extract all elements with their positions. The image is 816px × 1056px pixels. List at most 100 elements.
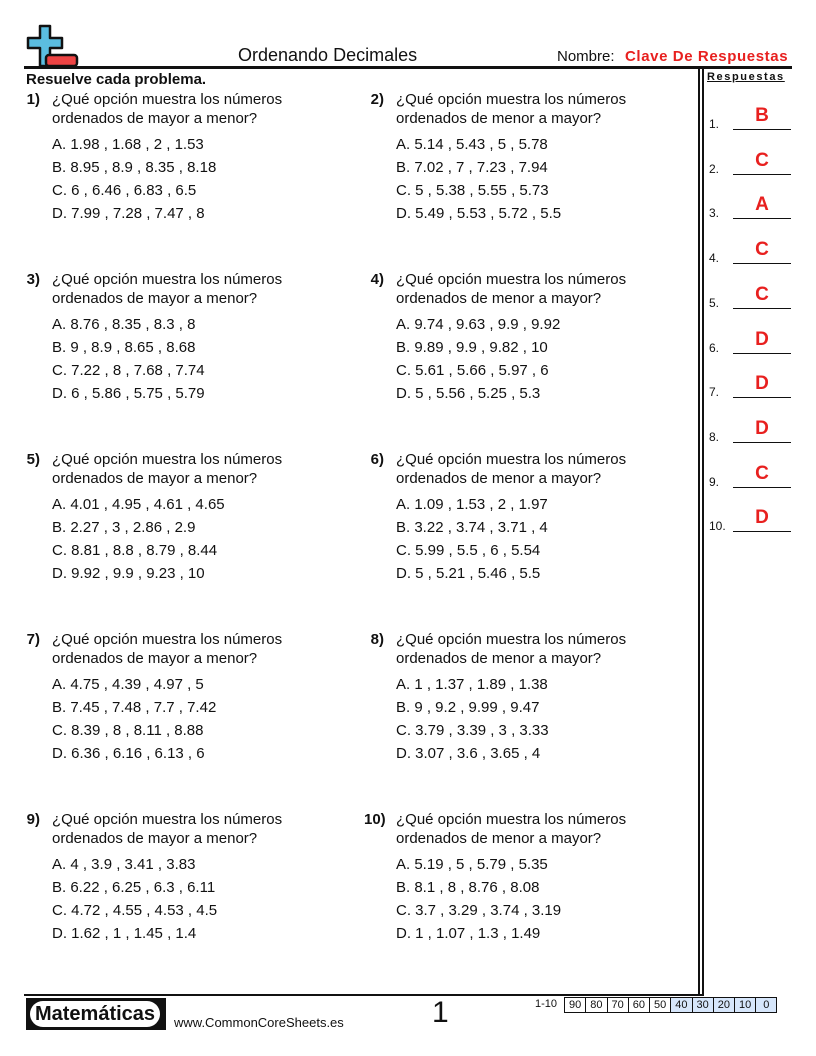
name-value: Clave De Respuestas xyxy=(625,48,789,65)
answer-line xyxy=(733,263,791,265)
question-text: ¿Qué opción muestra los números xyxy=(396,271,627,288)
score-cell: 20 xyxy=(713,998,735,1012)
answer-option: B. 9 , 9.2 , 9.99 , 9.47 xyxy=(396,699,540,716)
answer-option: C. 8.81 , 8.8 , 8.79 , 8.44 xyxy=(52,542,218,559)
score-cell: 80 xyxy=(586,998,608,1012)
question-text: ordenados de mayor a menor? xyxy=(52,110,258,127)
question-text: ¿Qué opción muestra los números xyxy=(52,91,283,108)
score-table: 90 80 70 60 50 40 30 20 10 0 xyxy=(564,997,778,1013)
worksheet-title: Ordenando Decimales xyxy=(238,45,418,65)
answer-value: D xyxy=(755,507,769,529)
answer-number: 5. xyxy=(709,295,720,310)
answer-option: D. 7.99 , 7.28 , 7.47 , 8 xyxy=(52,205,205,222)
answer-option: C. 8.39 , 8 , 8.11 , 8.88 xyxy=(52,722,204,739)
footer-divider xyxy=(24,994,704,996)
question-text: ¿Qué opción muestra los números xyxy=(396,451,627,468)
answer-line xyxy=(733,441,791,443)
score-cell: 90 xyxy=(565,998,587,1012)
answer-option: D. 9.92 , 9.9 , 9.23 , 10 xyxy=(52,565,205,582)
score-cell: 10 xyxy=(735,998,757,1012)
answer-option: C. 7.22 , 8 , 7.68 , 7.74 xyxy=(52,362,205,379)
answer-number: 4. xyxy=(709,251,720,266)
header-divider xyxy=(24,66,792,69)
question-text: ¿Qué opción muestra los números xyxy=(396,91,627,108)
answers-header: Respuestas xyxy=(707,71,785,83)
question-text: ordenados de mayor a menor? xyxy=(52,470,258,487)
answer-column-divider xyxy=(702,66,704,996)
name-label: Nombre: xyxy=(557,48,615,65)
answer-option: C. 5.99 , 5.5 , 6 , 5.54 xyxy=(396,542,541,559)
answer-option: B. 9.89 , 9.9 , 9.82 , 10 xyxy=(396,339,548,356)
instructions: Resuelve cada problema. xyxy=(26,71,207,88)
answer-number: 8. xyxy=(709,429,720,444)
answer-line xyxy=(733,397,791,399)
answer-value: C xyxy=(755,239,769,261)
answer-option: B. 9 , 8.9 , 8.65 , 8.68 xyxy=(52,339,196,356)
answer-option: A. 4 , 3.9 , 3.41 , 3.83 xyxy=(52,856,196,873)
problem-number: 9) xyxy=(26,811,40,828)
answer-option: D. 5 , 5.21 , 5.46 , 5.5 xyxy=(396,565,541,582)
answer-option: B. 3.22 , 3.74 , 3.71 , 4 xyxy=(396,519,548,536)
answer-option: D. 3.07 , 3.6 , 3.65 , 4 xyxy=(396,745,541,762)
answer-option: A. 8.76 , 8.35 , 8.3 , 8 xyxy=(52,316,196,333)
answer-line xyxy=(733,218,791,220)
answer-option: A. 4.01 , 4.95 , 4.61 , 4.65 xyxy=(52,496,225,513)
answer-value: D xyxy=(755,373,769,395)
answer-option: B. 6.22 , 6.25 , 6.3 , 6.11 xyxy=(52,879,216,896)
answer-number: 1. xyxy=(709,117,720,131)
question-text: ¿Qué opción muestra los números xyxy=(396,811,627,828)
answer-option: D. 6.36 , 6.16 , 6.13 , 6 xyxy=(52,745,205,762)
answer-option: B. 7.45 , 7.48 , 7.7 , 7.42 xyxy=(52,699,217,716)
score-cell: 0 xyxy=(756,998,777,1012)
answer-option: A. 1.09 , 1.53 , 2 , 1.97 xyxy=(396,496,548,513)
answer-option: B. 8.95 , 8.9 , 8.35 , 8.18 xyxy=(52,159,217,176)
question-text: ¿Qué opción muestra los números xyxy=(52,451,283,468)
score-cell: 40 xyxy=(671,998,693,1012)
answer-number: 3. xyxy=(709,206,720,221)
question-text: ¿Qué opción muestra los números xyxy=(52,811,283,828)
score-cell: 60 xyxy=(629,998,650,1012)
answer-column-divider xyxy=(698,66,700,996)
score-cell: 30 xyxy=(692,998,714,1012)
score-range-label: 1-10 xyxy=(535,998,558,1010)
answer-value: C xyxy=(755,283,769,305)
answer-option: A. 9.74 , 9.63 , 9.9 , 9.92 xyxy=(396,316,561,333)
answer-option: A. 1.98 , 1.68 , 2 , 1.53 xyxy=(52,136,204,153)
score-cell: 70 xyxy=(608,998,629,1012)
answer-option: B. 2.27 , 3 , 2.86 , 2.9 xyxy=(52,519,196,536)
answer-option: C. 3.7 , 3.29 , 3.74 , 3.19 xyxy=(396,902,562,919)
answer-option: D. 1 , 1.07 , 1.3 , 1.49 xyxy=(396,925,541,942)
problem-number: 4) xyxy=(370,271,384,288)
answer-option: D. 5 , 5.56 , 5.25 , 5.3 xyxy=(396,385,541,402)
answer-option: D. 1.62 , 1 , 1.45 , 1.4 xyxy=(52,925,197,942)
answer-option: C. 5.61 , 5.66 , 5.97 , 6 xyxy=(396,362,549,379)
answer-value: A xyxy=(755,194,769,216)
answer-option: B. 7.02 , 7 , 7.23 , 7.94 xyxy=(396,159,548,176)
answer-option: B. 8.1 , 8 , 8.76 , 8.08 xyxy=(396,879,540,896)
problem-number: 5) xyxy=(26,451,40,468)
answer-option: C. 5 , 5.38 , 5.55 , 5.73 xyxy=(396,182,549,199)
plus-minus-logo-icon xyxy=(26,24,79,68)
answer-value: B xyxy=(755,105,769,126)
problem-number: 6) xyxy=(370,451,384,468)
problem-number: 8) xyxy=(370,631,384,648)
answer-option: C. 3.79 , 3.39 , 3 , 3.33 xyxy=(396,722,549,739)
answer-line xyxy=(733,307,791,309)
answer-option: C. 6 , 6.46 , 6.83 , 6.5 xyxy=(52,182,197,199)
question-text: ordenados de menor a mayor? xyxy=(396,470,602,487)
answer-option: C. 4.72 , 4.55 , 4.53 , 4.5 xyxy=(52,902,218,919)
answer-line xyxy=(733,352,791,354)
answer-option: A. 4.75 , 4.39 , 4.97 , 5 xyxy=(52,676,204,693)
answer-line xyxy=(733,531,791,533)
problem-number: 10) xyxy=(364,811,386,828)
question-text: ordenados de menor a mayor? xyxy=(396,650,602,667)
question-text: ordenados de menor a mayor? xyxy=(396,290,602,307)
answer-number: 7. xyxy=(709,385,720,400)
answer-option: D. 6 , 5.86 , 5.75 , 5.79 xyxy=(52,385,205,402)
score-cell: 50 xyxy=(650,998,672,1012)
brand-label: Matemáticas xyxy=(30,1001,160,1027)
question-text: ¿Qué opción muestra los números xyxy=(52,271,283,288)
problem-number: 1) xyxy=(26,91,40,108)
answer-option: A. 5.14 , 5.43 , 5 , 5.78 xyxy=(396,136,548,153)
